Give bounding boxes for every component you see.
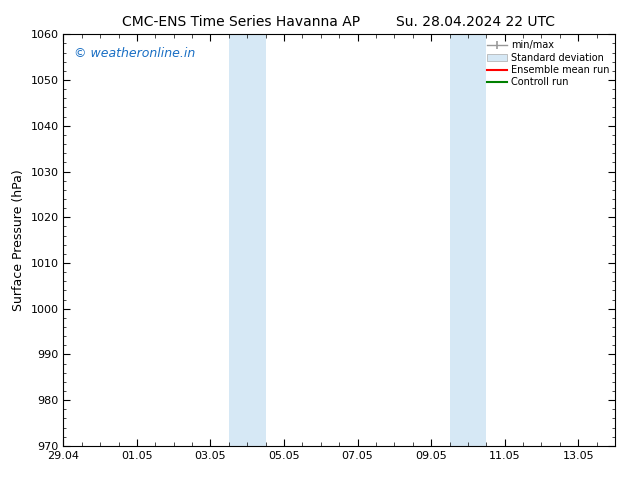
Text: © weatheronline.in: © weatheronline.in [74,47,196,60]
Legend: min/max, Standard deviation, Ensemble mean run, Controll run: min/max, Standard deviation, Ensemble me… [483,36,613,91]
Bar [468,34,486,446]
Bar [450,34,468,446]
Y-axis label: Surface Pressure (hPa): Surface Pressure (hPa) [12,169,25,311]
Text: Su. 28.04.2024 22 UTC: Su. 28.04.2024 22 UTC [396,15,555,29]
Bar [229,34,247,446]
Bar [247,34,266,446]
Text: CMC-ENS Time Series Havanna AP: CMC-ENS Time Series Havanna AP [122,15,360,29]
